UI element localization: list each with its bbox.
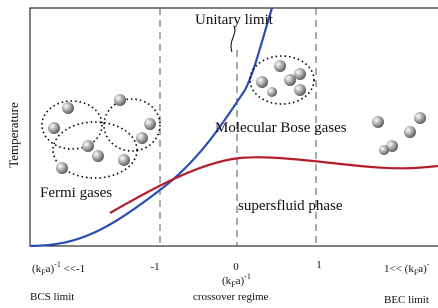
y-axis-label: Temperature <box>6 102 21 168</box>
limit-label: BCS limit <box>30 291 74 303</box>
region-label: Molecular Bose gases <box>215 120 347 136</box>
x-label: 0 <box>233 261 239 273</box>
center-label: (kFa)-1 <box>222 272 251 289</box>
x-label: 1 <box>316 259 322 271</box>
x-label: 1<< (kFa)- <box>384 260 430 277</box>
diagram: Unitary limit Temperature Molecular Bose… <box>0 0 438 308</box>
pairs <box>42 56 314 178</box>
limit-label: BEC limit <box>384 294 429 306</box>
region-label: supersfluid phase <box>238 198 343 214</box>
x-label: (kFa)-1 <<-1 <box>32 260 85 277</box>
region-label: Fermi gases <box>40 185 112 201</box>
x-label: -1 <box>150 261 159 273</box>
limit-label: crossover regime <box>193 291 269 303</box>
pointer <box>231 26 235 52</box>
title: Unitary limit <box>195 12 274 28</box>
